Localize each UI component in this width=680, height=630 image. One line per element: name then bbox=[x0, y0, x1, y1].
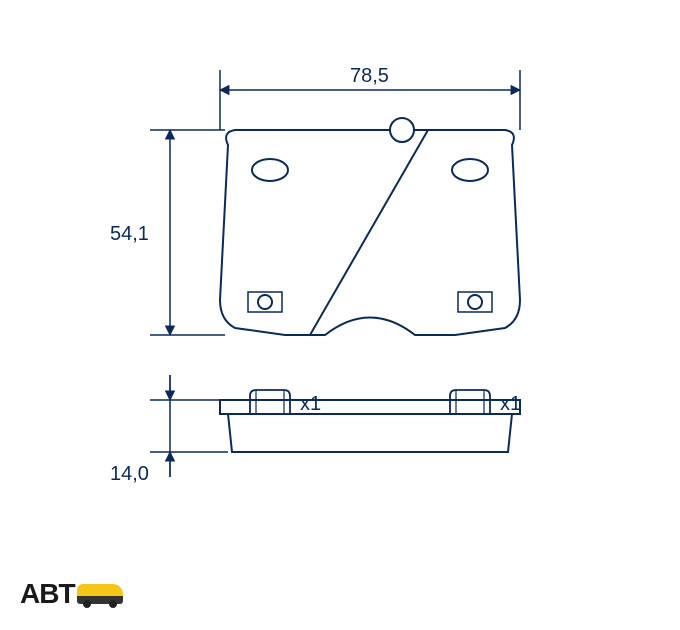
front-view bbox=[220, 118, 520, 335]
car-icon bbox=[77, 584, 123, 604]
lower-tab-left bbox=[248, 292, 282, 312]
height-label: 54,1 bbox=[110, 223, 149, 245]
lower-tab-right bbox=[458, 292, 492, 312]
width-label: 78,5 bbox=[350, 65, 389, 87]
brake-pad-diagram: 78,5 54,1 14,0 x1 x1 bbox=[0, 0, 680, 630]
mount-hole-top-right bbox=[452, 159, 488, 181]
thickness-label: 14,0 bbox=[110, 463, 149, 485]
friction-block bbox=[228, 414, 512, 452]
clip-left bbox=[250, 390, 290, 414]
side-view bbox=[220, 390, 520, 452]
watermark-logo: ABT bbox=[20, 578, 123, 610]
dimension-height bbox=[150, 130, 225, 335]
watermark-text: ABT bbox=[20, 578, 75, 610]
clip-right-label: x1 bbox=[500, 393, 521, 415]
mount-hole-top-left bbox=[252, 159, 288, 181]
clip-right bbox=[450, 390, 490, 414]
diagonal-line bbox=[310, 130, 428, 335]
dimension-thickness bbox=[150, 375, 228, 477]
clip-left-label: x1 bbox=[300, 393, 321, 415]
backing-plate bbox=[220, 400, 520, 414]
